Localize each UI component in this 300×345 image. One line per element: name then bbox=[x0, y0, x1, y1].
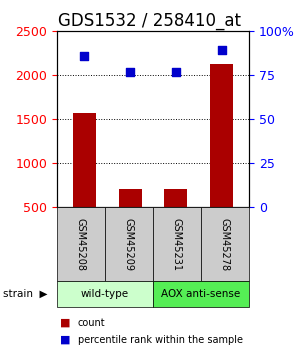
Text: ■: ■ bbox=[60, 335, 70, 345]
Bar bbox=[119, 189, 142, 251]
Bar bbox=[73, 113, 96, 251]
Text: count: count bbox=[78, 318, 106, 327]
Text: AOX anti-sense: AOX anti-sense bbox=[161, 289, 241, 299]
Text: ■: ■ bbox=[60, 318, 70, 327]
Point bbox=[219, 48, 224, 53]
Text: wild-type: wild-type bbox=[81, 289, 129, 299]
Text: GSM45209: GSM45209 bbox=[124, 218, 134, 270]
Bar bbox=[164, 189, 187, 251]
Text: strain  ▶: strain ▶ bbox=[3, 289, 47, 299]
Point bbox=[128, 69, 133, 74]
Text: GSM45208: GSM45208 bbox=[76, 218, 86, 270]
Text: percentile rank within the sample: percentile rank within the sample bbox=[78, 335, 243, 345]
Bar bbox=[210, 63, 233, 251]
Text: GDS1532 / 258410_at: GDS1532 / 258410_at bbox=[58, 12, 242, 30]
Text: GSM45231: GSM45231 bbox=[172, 218, 182, 270]
Point bbox=[173, 69, 178, 74]
Point bbox=[82, 53, 87, 58]
Text: GSM45278: GSM45278 bbox=[220, 218, 230, 270]
